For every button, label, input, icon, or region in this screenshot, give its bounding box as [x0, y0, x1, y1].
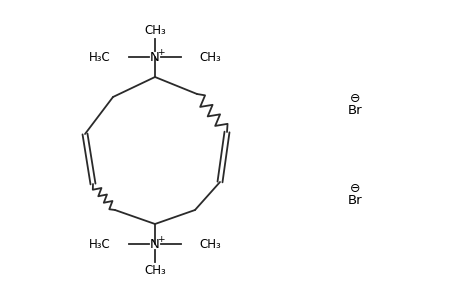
- Text: CH₃: CH₃: [199, 50, 220, 64]
- Text: +: +: [157, 47, 164, 56]
- Text: ⊖: ⊖: [349, 182, 359, 194]
- Text: Br: Br: [347, 194, 362, 206]
- Text: CH₃: CH₃: [199, 238, 220, 250]
- Text: N: N: [150, 50, 160, 64]
- Text: CH₃: CH₃: [144, 23, 166, 37]
- Text: N: N: [150, 238, 160, 250]
- Text: CH₃: CH₃: [144, 265, 166, 278]
- Text: ⊖: ⊖: [349, 92, 359, 104]
- Text: H₃C: H₃C: [89, 238, 111, 250]
- Text: H₃C: H₃C: [89, 50, 111, 64]
- Text: +: +: [157, 235, 164, 244]
- Text: Br: Br: [347, 103, 362, 116]
